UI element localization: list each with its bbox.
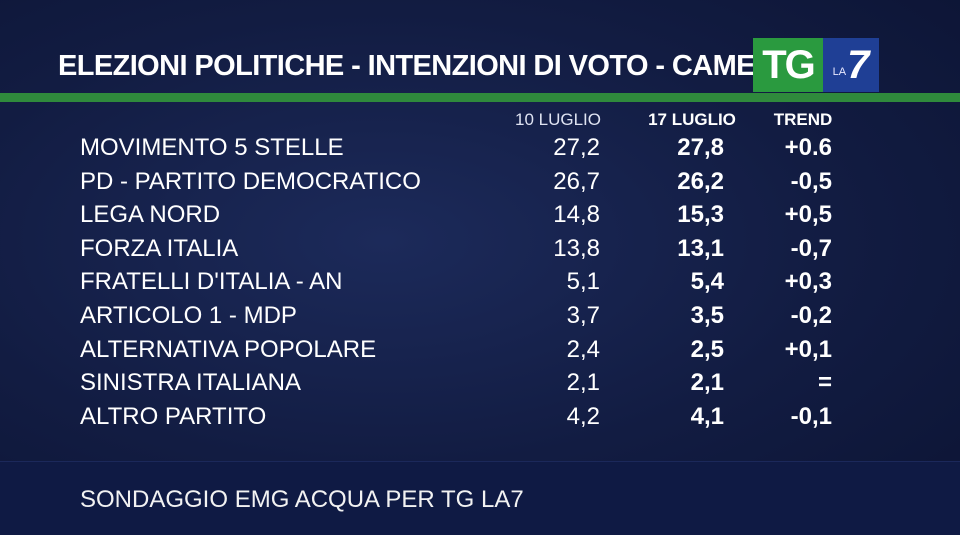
- party-name: ARTICOLO 1 - MDP: [80, 301, 297, 329]
- trend-value: +0.6: [784, 134, 832, 161]
- value-10-luglio: 2,4: [566, 335, 600, 363]
- value-17-luglio: 15,3: [677, 201, 724, 229]
- table-row: ALTRO PARTITO 4,2 4,1 -0,1: [0, 399, 960, 433]
- column-header-10-luglio: 10 LUGLIO: [515, 110, 601, 129]
- value-17-luglio: 2,5: [690, 335, 724, 363]
- trend-value: -0,1: [790, 402, 832, 430]
- trend-value: =: [817, 369, 832, 397]
- table-row: MOVIMENTO 5 STELLE 27,2 27,8 +0.6: [0, 130, 960, 164]
- logo-la: LA: [832, 66, 847, 78]
- trend-value: +0,3: [784, 268, 832, 296]
- table-row: FORZA ITALIA 13,8 13,1 -0,7: [0, 231, 960, 265]
- table-row: LEGA NORD 14,8 15,3 +0,5: [0, 197, 960, 231]
- value-17-luglio: 2,1: [690, 369, 724, 397]
- table-row: SINISTRA ITALIANA 2,1 2,1 =: [0, 365, 960, 399]
- title-underline-bar: [0, 93, 960, 102]
- logo-la7: LA 7: [823, 38, 879, 92]
- poll-table: MOVIMENTO 5 STELLE 27,2 27,8 +0.6 PD - PARTI…: [0, 130, 960, 432]
- table-row: PD - PARTITO DEMOCRATICO 26,7 26,2 -0,5: [0, 164, 960, 198]
- value-10-luglio: 13,8: [553, 234, 600, 262]
- party-name: PD - PARTITO DEMOCRATICO: [80, 167, 421, 195]
- column-header-17-luglio: 17 LUGLIO: [648, 110, 736, 129]
- trend-value: -0,5: [790, 167, 832, 195]
- trend-value: -0,7: [790, 234, 832, 262]
- party-name: ALTERNATIVA POPOLARE: [80, 335, 377, 363]
- value-17-luglio: 26,2: [677, 167, 724, 195]
- party-name: SINISTRA ITALIANA: [80, 369, 301, 397]
- value-17-luglio: 4,1: [690, 402, 724, 430]
- logo-tg: TG: [753, 38, 823, 92]
- value-17-luglio: 3,5: [690, 301, 724, 329]
- table-row: ARTICOLO 1 - MDP 3,7 3,5 -0,2: [0, 298, 960, 332]
- party-name: FORZA ITALIA: [80, 234, 239, 262]
- value-10-luglio: 5,1: [566, 268, 600, 296]
- value-17-luglio: 13,1: [677, 234, 724, 262]
- value-10-luglio: 26,7: [553, 167, 600, 195]
- trend-value: +0,5: [784, 201, 832, 229]
- value-17-luglio: 27,8: [677, 134, 724, 161]
- value-10-luglio: 2,1: [566, 369, 600, 397]
- footer-bar: SONDAGGIO EMG ACQUA PER TG LA7: [0, 461, 960, 535]
- trend-value: -0,2: [790, 301, 832, 329]
- value-17-luglio: 5,4: [690, 268, 724, 296]
- party-name: ALTRO PARTITO: [80, 402, 267, 430]
- table-row: FRATELLI D'ITALIA - AN 5,1 5,4 +0,3: [0, 264, 960, 298]
- tg-la7-logo: TG LA 7: [753, 38, 879, 92]
- table-row: ALTERNATIVA POPOLARE 2,4 2,5 +0,1: [0, 332, 960, 366]
- column-header-trend: TREND: [773, 110, 833, 129]
- value-10-luglio: 14,8: [553, 201, 600, 229]
- page-title: ELEZIONI POLITICHE - INTENZIONI DI VOTO …: [58, 50, 796, 82]
- party-name: LEGA NORD: [80, 201, 221, 229]
- value-10-luglio: 27,2: [553, 134, 600, 161]
- party-name: FRATELLI D'ITALIA - AN: [80, 268, 343, 296]
- logo-seven: 7: [847, 42, 870, 87]
- party-name: MOVIMENTO 5 STELLE: [80, 134, 344, 161]
- trend-value: +0,1: [784, 335, 832, 363]
- value-10-luglio: 4,2: [566, 402, 600, 430]
- source-caption: SONDAGGIO EMG ACQUA PER TG LA7: [80, 486, 524, 513]
- value-10-luglio: 3,7: [566, 301, 600, 329]
